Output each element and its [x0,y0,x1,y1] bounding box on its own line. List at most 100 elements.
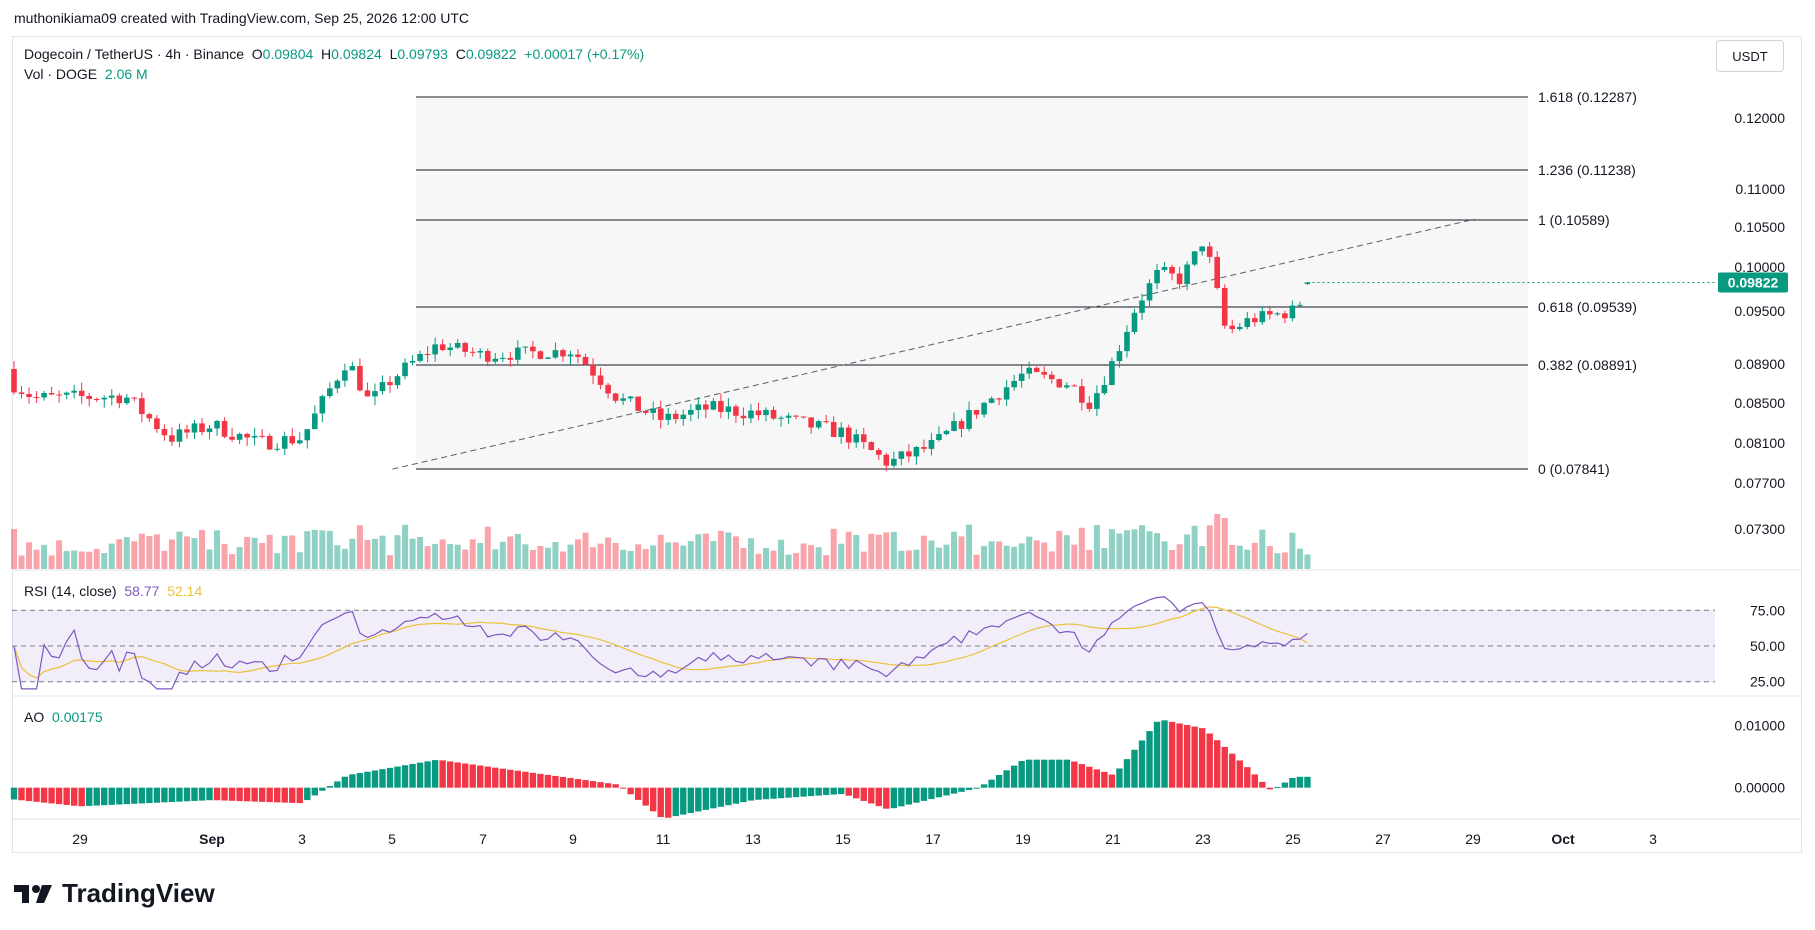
ao-bar [800,787,807,797]
volume-bar [71,550,78,569]
volume-bar [966,524,973,569]
volume-bar [650,545,657,569]
volume-bar [1206,525,1213,569]
ao-bar [1289,777,1296,788]
ao-bar [153,787,161,803]
ao-bar [1304,776,1311,788]
ao-bar [401,765,409,788]
volume-bar [1259,529,1266,569]
volume-bar [1296,548,1303,569]
candle-body [1191,251,1198,265]
candle-body [387,382,393,386]
candle-body [251,435,258,438]
volume-bar [274,553,281,569]
symbol-name[interactable]: Dogecoin / TetherUS · 4h · Binance [24,46,244,62]
rsi-line [13,596,1308,690]
ao-bar [522,771,529,788]
volume-bar [951,531,957,569]
volume-bar [657,534,664,569]
price-tick-label: 0.07300 [1734,521,1785,537]
ao-bar [507,769,514,788]
currency-button[interactable]: USDT [1716,40,1784,72]
ao-bar [845,787,852,796]
ao-bar [559,776,567,788]
ao-bar [529,772,537,788]
ao-bar [1206,733,1213,788]
ao-bar [830,787,837,795]
ao-bar [860,787,867,801]
candle-body [327,388,333,397]
volume-bar [221,543,228,569]
volume-bar [905,550,912,569]
volume-bar [326,530,333,569]
candle-body [1048,374,1055,380]
volume-bar [281,535,288,569]
ao-bar [462,763,469,788]
candle-body [312,413,318,430]
ao-bar [168,787,176,803]
ao-bar [1281,782,1289,788]
ao-bar [770,787,777,799]
candle-body [921,447,927,449]
ao-bar [980,784,988,788]
candle-body [1259,311,1266,323]
tradingview-logo[interactable]: TradingView [14,878,215,909]
candle-body [958,421,965,429]
date-tick-label: 5 [388,831,396,847]
volume-bar [409,538,416,569]
candle-body [1033,367,1040,372]
volume-bar [1236,545,1243,569]
volume-bar [266,534,273,569]
candle-body [951,421,957,431]
date-tick-label: 3 [1649,831,1657,847]
candle-body [11,368,17,393]
volume-bar [1011,546,1018,569]
ao-bar [176,787,183,802]
volume-bar [710,541,717,569]
current-price-label: 0.09822 [1728,274,1779,290]
ao-bar [762,787,770,800]
volume-bar [1304,554,1311,569]
candle-body [146,414,153,419]
volume-bar [454,544,461,569]
volume-bar [364,539,371,569]
ao-bar [10,787,18,800]
ao-label[interactable]: AO [24,709,45,725]
ao-bar [258,787,266,802]
candle-body [800,416,807,418]
date-tick-label: 29 [72,831,88,847]
candle-body [1109,361,1115,386]
candle-body [755,410,762,416]
volume-label[interactable]: Vol · DOGE [24,66,98,82]
volume-bar [973,554,980,569]
candle-body [793,415,799,417]
ao-bar [1244,767,1251,788]
ao-bar [1229,753,1236,788]
ao-bar [326,786,334,788]
rsi-label[interactable]: RSI (14, close) [24,583,117,599]
volume-bar [229,554,236,569]
candle-body [830,422,837,437]
candle-body [417,354,423,361]
candle-body [688,409,694,415]
candle-body [913,447,920,457]
ao-bar [409,763,416,788]
candle-body [1056,379,1063,388]
candle-body [605,384,611,394]
ao-bar [228,787,236,801]
ao-bar [364,771,371,788]
chart-frame [12,36,1802,853]
candle-body [1236,326,1243,330]
candle-body [620,398,626,401]
candle-body [748,410,754,419]
ao-bar [1086,766,1093,788]
date-tick-label: 11 [656,831,671,847]
volume-bar [484,526,491,569]
volume-bar [26,542,33,569]
ao-bar [552,775,559,788]
candle-body [1131,312,1138,332]
candle-body [988,398,995,403]
rsi-tick-label: 75.00 [1750,602,1785,618]
volume-bar [1251,542,1258,569]
